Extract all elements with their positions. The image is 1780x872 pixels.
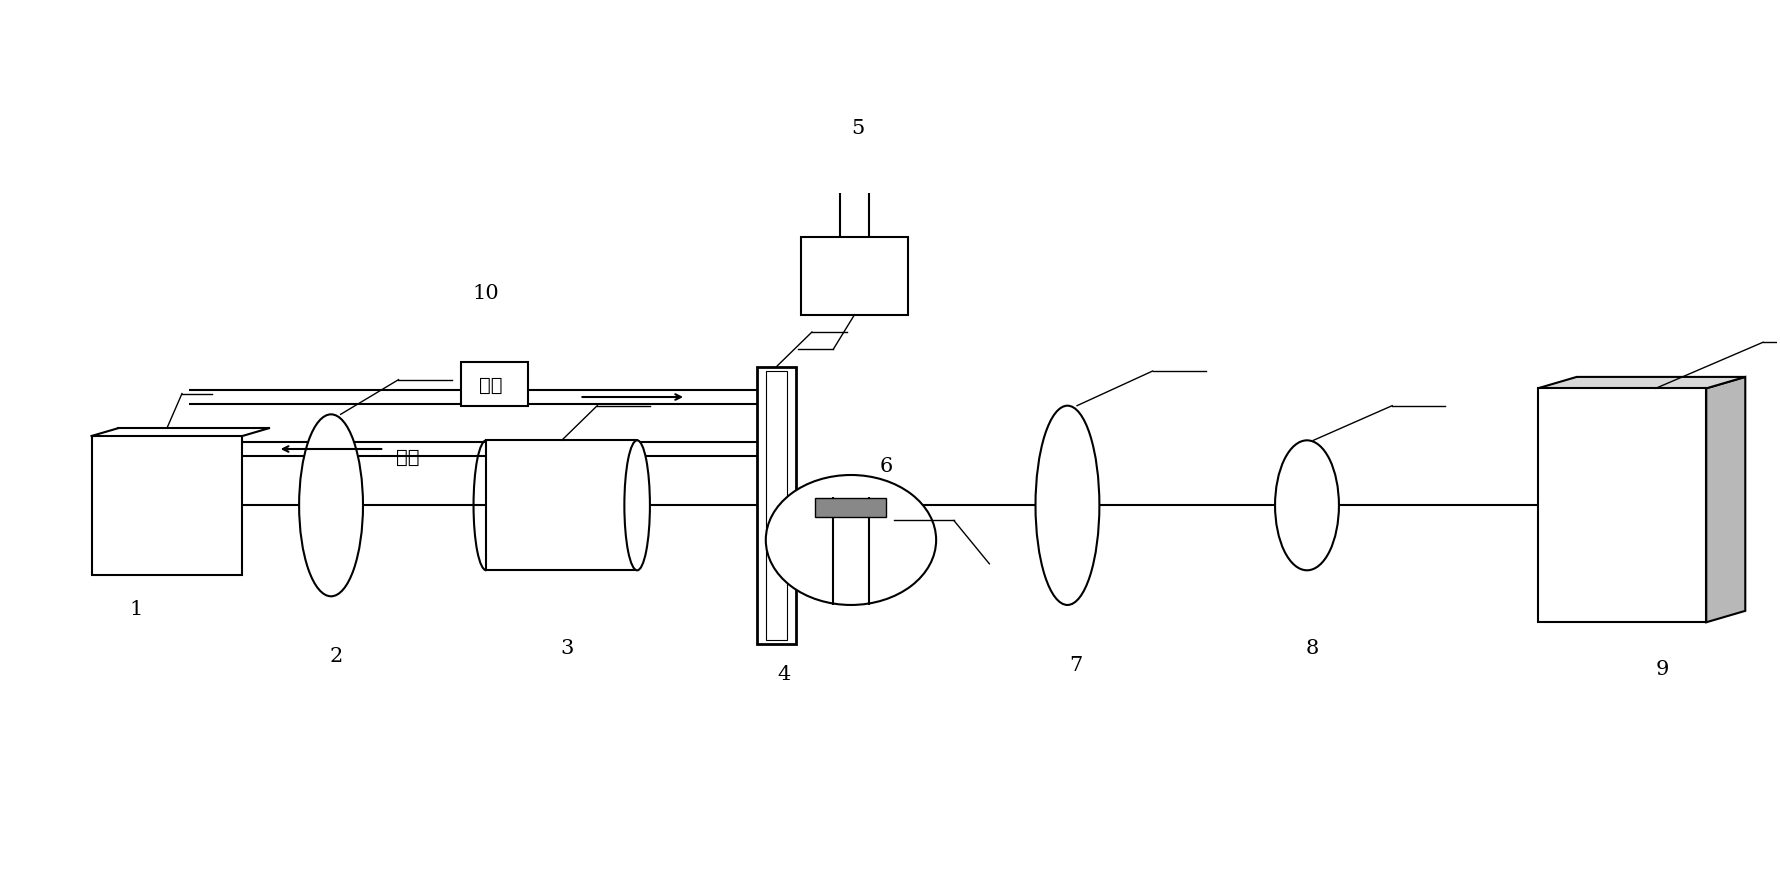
Polygon shape: [1707, 377, 1744, 623]
Polygon shape: [1538, 377, 1744, 388]
Ellipse shape: [765, 475, 936, 605]
Text: 2: 2: [329, 647, 344, 666]
Text: 排出: 排出: [395, 448, 418, 467]
Bar: [756, 367, 796, 644]
Bar: [91, 436, 242, 575]
Bar: [765, 371, 787, 640]
Bar: [461, 363, 529, 405]
Bar: [486, 440, 637, 570]
Ellipse shape: [1036, 405, 1100, 605]
Text: 1: 1: [130, 600, 142, 619]
Text: 10: 10: [472, 283, 498, 303]
Text: 7: 7: [1070, 656, 1082, 675]
Bar: [815, 498, 886, 516]
Bar: [1538, 388, 1707, 623]
Text: 6: 6: [879, 457, 894, 476]
Ellipse shape: [299, 414, 363, 596]
Bar: [801, 236, 908, 315]
Text: 进样: 进样: [479, 376, 502, 395]
Ellipse shape: [625, 440, 650, 570]
Text: 3: 3: [561, 639, 573, 657]
Ellipse shape: [1274, 440, 1339, 570]
Text: 5: 5: [851, 119, 865, 138]
Text: 4: 4: [776, 664, 790, 684]
Text: 8: 8: [1307, 639, 1319, 657]
Text: 9: 9: [1655, 660, 1668, 679]
